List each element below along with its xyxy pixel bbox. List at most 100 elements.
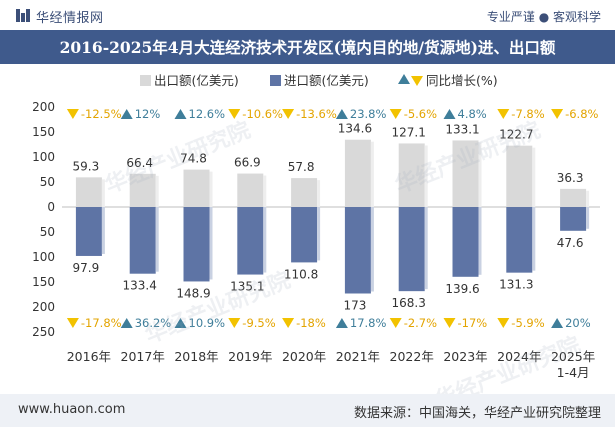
export-growth-up-triangle [120, 109, 133, 119]
import-bar [560, 207, 587, 231]
x-category-label: 2022年 [390, 349, 434, 364]
title-bar: 2016-2025年4月大连经济技术开发区(境内目的地/货源地)进、出口额 [0, 30, 615, 64]
export-growth-label: -13.6% [296, 107, 337, 121]
x-category-label: 2019年 [228, 349, 272, 364]
x-category-label: 2025年 [551, 349, 595, 364]
logo-text: 华经情报网 [36, 11, 104, 26]
import-value-label: 139.6 [445, 282, 479, 296]
top-header: 华经情报网 专业严谨 ● 客观科学 [0, 0, 615, 30]
slogan: 专业严谨 ● 客观科学 [486, 10, 601, 24]
import-bar-shade [155, 207, 159, 272]
export-growth-label: -12.5% [81, 107, 122, 121]
y-tick-label: 0 [47, 200, 55, 214]
y-tick-label: 50 [40, 175, 55, 189]
import-value-label: 168.3 [392, 296, 426, 310]
import-bar-shade [370, 207, 374, 292]
import-value-label: 131.3 [499, 278, 533, 292]
export-bar-shade [478, 142, 482, 207]
legend-export-label: 出口额(亿美元) [154, 73, 239, 88]
import-bar-shade [263, 207, 267, 273]
export-growth-label: 12.6% [189, 107, 226, 121]
footer-source: 数据来源：中国海关，华经产业研究院整理 [353, 406, 601, 421]
import-bar-shade [532, 207, 536, 271]
import-bar [398, 207, 425, 292]
import-value-label: 133.4 [123, 279, 157, 293]
export-bar [291, 178, 318, 207]
import-bar-shade [101, 207, 105, 254]
import-growth-label: 36.2% [135, 316, 172, 330]
export-growth-label: 12% [135, 107, 161, 121]
export-value-label: 36.3 [557, 171, 584, 185]
export-growth-up-triangle [174, 109, 187, 119]
export-growth-down-triangle [497, 109, 510, 119]
export-bar [452, 140, 479, 207]
export-bar-shade [317, 180, 321, 207]
import-bar [129, 207, 156, 274]
chart-area: 200 150 100 50 0 50 100 150 200 250 59.3 97.9 -12.5%… [32, 100, 600, 380]
import-growth-down-triangle [497, 318, 510, 328]
y-tick-label: 150 [32, 125, 55, 139]
legend-export-swatch [140, 75, 151, 86]
x-category-label: 2024年 [497, 349, 541, 364]
import-growth-down-triangle [443, 318, 456, 328]
export-growth-label: -5.6% [404, 107, 437, 121]
import-growth-up-triangle [335, 318, 348, 328]
import-growth-down-triangle [228, 318, 241, 328]
export-bar-shade [586, 190, 590, 207]
export-value-label: 66.9 [234, 156, 261, 170]
import-growth-label: -9.5% [242, 316, 275, 330]
import-bar-shade [424, 207, 428, 290]
export-bar-shade [263, 175, 267, 207]
import-bar-shade [586, 207, 590, 229]
y-tick-label: 200 [32, 100, 55, 114]
export-bar [129, 173, 156, 207]
import-growth-up-triangle [551, 318, 564, 328]
export-bar [344, 139, 371, 207]
import-growth-up-triangle [120, 318, 133, 328]
import-growth-up-triangle [174, 318, 187, 328]
export-growth-up-triangle [335, 109, 348, 119]
export-value-label: 59.3 [73, 159, 100, 173]
import-growth-down-triangle [66, 318, 79, 328]
import-growth-down-triangle [282, 318, 295, 328]
x-category-label: 2023年 [443, 349, 487, 364]
import-bar [237, 207, 264, 275]
export-bar-shade [370, 141, 374, 207]
import-bar [344, 207, 371, 294]
legend-down-triangle [411, 76, 423, 86]
export-growth-label: 23.8% [350, 107, 387, 121]
export-value-label: 74.8 [180, 152, 207, 166]
footer: www.huaon.com 数据来源：中国海关，华经产业研究院整理 [0, 394, 615, 427]
export-bar [506, 145, 533, 207]
import-value-label: 148.9 [176, 286, 210, 300]
import-growth-label: 20% [565, 316, 591, 330]
export-growth-label: -6.8% [565, 107, 598, 121]
export-value-label: 133.1 [445, 122, 479, 136]
y-tick-label: 100 [32, 250, 55, 264]
import-bar [506, 207, 533, 273]
import-bar [291, 207, 318, 263]
import-value-label: 135.1 [230, 280, 264, 294]
import-bar [183, 207, 210, 282]
import-value-label: 110.8 [284, 267, 318, 281]
legend-import-label: 进口额(亿美元) [284, 73, 369, 88]
export-bar-shade [532, 147, 536, 207]
import-value-label: 97.9 [73, 261, 100, 275]
import-growth-label: -18% [296, 316, 326, 330]
export-bar-shade [209, 171, 213, 207]
legend-import-swatch [270, 75, 281, 86]
y-tick-label: 200 [32, 300, 55, 314]
import-growth-label: 10.9% [189, 316, 226, 330]
import-bar [452, 207, 479, 277]
import-value-label: 173 [343, 299, 366, 313]
export-value-label: 134.6 [338, 122, 372, 136]
export-value-label: 66.4 [126, 156, 153, 170]
import-value-label: 47.6 [557, 236, 584, 250]
footer-site: www.huaon.com [18, 402, 126, 417]
import-bar-shade [317, 207, 321, 261]
export-growth-down-triangle [551, 109, 564, 119]
y-tick-label: 150 [32, 275, 55, 289]
export-bar-shade [101, 179, 105, 207]
export-value-label: 127.1 [392, 125, 426, 139]
import-bar-shade [209, 207, 213, 280]
